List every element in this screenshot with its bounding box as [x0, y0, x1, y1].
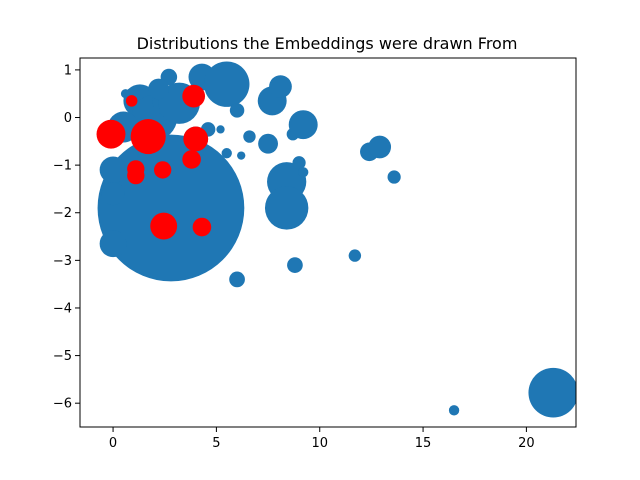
scatter-point — [153, 161, 172, 179]
scatter-point — [204, 61, 250, 107]
scatter-point — [298, 167, 309, 178]
y-tick-label: 1 — [64, 63, 72, 78]
scatter-point — [229, 271, 245, 288]
scatter-point — [528, 367, 576, 418]
y-tick-label: −2 — [53, 206, 72, 221]
plot-frame — [79, 57, 577, 428]
scatter-point — [183, 126, 209, 152]
scatter-point — [150, 212, 178, 240]
scatter-point — [216, 125, 225, 134]
scatter-point — [99, 156, 127, 184]
scatter-point — [130, 118, 166, 155]
scatter-point — [221, 148, 232, 159]
scatter-point — [229, 103, 245, 118]
scatter-point — [125, 95, 138, 107]
scatter-point — [264, 186, 309, 230]
scatter-point — [237, 151, 246, 160]
y-tick-label: −6 — [53, 397, 72, 412]
scatter-point — [127, 166, 145, 185]
scatter-point — [148, 78, 169, 100]
x-tick-label: 10 — [311, 436, 328, 451]
scatter-point — [101, 182, 125, 206]
scatter-point — [368, 135, 392, 159]
scatter-point — [348, 249, 362, 262]
y-tick-label: −5 — [53, 349, 72, 364]
chart-title: Distributions the Embeddings were drawn … — [137, 34, 518, 53]
scatter-point — [243, 130, 256, 143]
scatter-point — [120, 89, 131, 99]
scatter-point — [192, 217, 212, 237]
scatter-point — [99, 230, 127, 258]
scatter-point — [287, 257, 303, 273]
scatter-point — [288, 110, 318, 140]
x-tick-label: 20 — [518, 436, 535, 451]
scatter-point — [97, 134, 245, 282]
scatter-point — [292, 156, 306, 170]
plot-marks — [96, 61, 576, 418]
x-tick-label: 5 — [212, 436, 220, 451]
y-tick-label: 0 — [64, 111, 72, 126]
x-tick-label: 15 — [415, 436, 432, 451]
y-tick-label: −4 — [53, 301, 72, 316]
x-tick-label: 0 — [109, 436, 117, 451]
scatter-point — [387, 170, 401, 184]
scatter-point — [258, 133, 278, 154]
scatter-point — [448, 405, 460, 416]
y-tick-label: −1 — [53, 159, 72, 174]
scatter-point — [182, 150, 201, 169]
scatter-point — [269, 75, 292, 98]
scatter-point — [96, 119, 126, 149]
scatter-point — [182, 84, 206, 108]
y-tick-label: −3 — [53, 254, 72, 269]
